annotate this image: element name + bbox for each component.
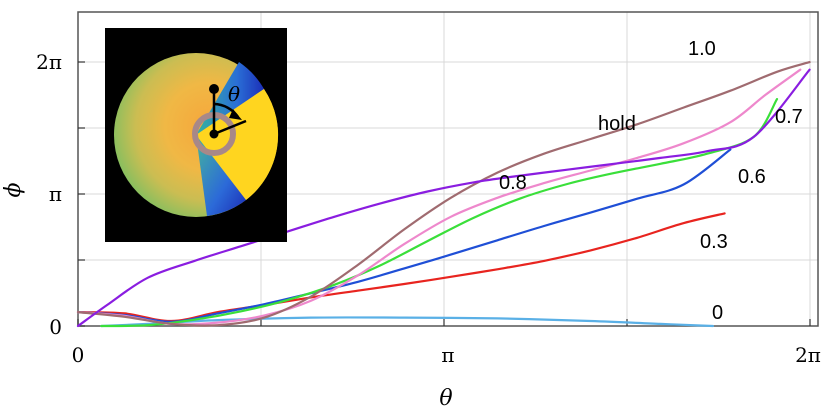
plot-frame	[77, 11, 819, 327]
label-series-0: 0	[712, 302, 723, 324]
inset-arrowhead	[229, 109, 242, 120]
x-tick-label-0: 0	[72, 343, 85, 367]
label-series-0-6: 0.6	[738, 166, 766, 188]
label-series-1-0: 1.0	[688, 38, 716, 60]
label-series-hold: hold	[598, 113, 636, 135]
series-line-hold	[76, 68, 811, 328]
y-tick-label-2pi: 2π	[36, 50, 62, 74]
label-series-0-3: 0.3	[700, 231, 728, 253]
series-line-0-8	[76, 68, 802, 326]
inset-theta-label: θ	[228, 82, 240, 106]
label-series-0-8: 0.8	[499, 172, 527, 194]
inset-top-dot	[209, 84, 219, 94]
inset-image: θ	[105, 28, 287, 242]
label-series-0-7: 0.7	[775, 106, 803, 128]
x-axis-title: θ	[439, 386, 452, 411]
axis-ticks	[77, 61, 811, 327]
x-tick-label-2pi: 2π	[795, 343, 821, 367]
y-axis-title: ϕ	[1, 183, 26, 198]
series-line-0-7	[100, 98, 779, 328]
inset-warm-sector	[196, 89, 279, 200]
series-line-1-0	[76, 61, 811, 327]
y-tick-label-0: 0	[49, 315, 62, 339]
series-group	[76, 61, 811, 328]
inset-angle-line	[213, 119, 247, 136]
x-tick-label-pi: π	[441, 343, 454, 367]
y-tick-label-pi: π	[49, 182, 62, 206]
